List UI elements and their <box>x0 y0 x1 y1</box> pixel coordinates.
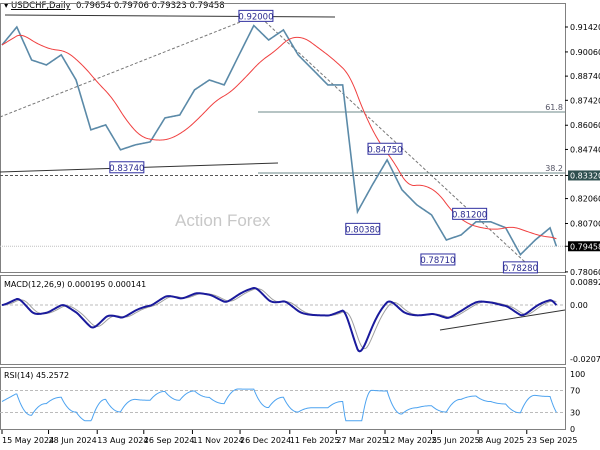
price-tick-label: 0.84740 <box>570 145 600 154</box>
swing-label-box <box>109 161 145 174</box>
date-tick-label: 8 Aug 2025 <box>478 436 524 445</box>
fib-level-label: 38.2 <box>545 164 563 173</box>
macd-tick-label: -0.020759 <box>570 355 600 364</box>
date-tick-label: 11 Feb 2025 <box>290 436 340 445</box>
date-tick-label: 25 Jun 2025 <box>432 436 480 445</box>
price-tick-label: 0.78060 <box>570 268 600 277</box>
rsi-label: RSI(14) 45.2572 <box>4 371 69 380</box>
swing-label-box <box>452 207 488 220</box>
rsi-tick-label: 70 <box>570 387 580 396</box>
main-panel-frame <box>0 3 566 273</box>
date-tick-label: 26 Sep 2024 <box>144 436 195 445</box>
resistance-trendline <box>4 14 336 18</box>
date-tick-label: 26 Dec 2024 <box>240 436 291 445</box>
price-tick-label: 0.88740 <box>570 72 600 81</box>
date-tick-label: 27 Mar 2025 <box>336 436 387 445</box>
macd-line <box>1 286 558 353</box>
swing-label-box <box>420 253 456 266</box>
price-tick-label: 0.79458 <box>570 242 600 251</box>
macd-panel-frame <box>0 275 566 365</box>
swing-label-box <box>502 261 538 274</box>
macd-tick-label: 0.00 <box>570 301 588 310</box>
price-tick-label: 0.80700 <box>570 219 600 228</box>
swing-label-box <box>238 9 274 22</box>
swing-label: 0.92000 <box>238 12 273 22</box>
dropdown-arrow-icon[interactable]: ▾ <box>4 1 11 11</box>
rsi-panel-frame <box>0 367 566 430</box>
moving-average-line <box>1 34 557 240</box>
date-tick-label: 28 Jun 2024 <box>49 436 97 445</box>
macd-signal-line <box>1 288 557 350</box>
rising-dashed-trendline <box>0 14 259 118</box>
price-tick-label: 0.86060 <box>570 121 600 130</box>
macd-trendline <box>439 309 566 331</box>
falling-dashed-trendline <box>257 14 526 263</box>
swing-label: 0.83740 <box>109 164 144 174</box>
swing-label: 0.78710 <box>420 256 455 266</box>
ohlc-values: 0.79654 0.79706 0.79323 0.79458 <box>75 1 225 11</box>
price-tick-label: 0.82060 <box>570 195 600 204</box>
watermark: Action Forex <box>175 211 271 230</box>
macd-tick-label: 0.008923 <box>570 278 600 287</box>
fib-level-label: 61.8 <box>545 103 563 112</box>
rsi-tick-label: 0 <box>570 425 575 434</box>
swing-label-box <box>345 222 381 235</box>
last-price-badge <box>568 241 600 252</box>
date-tick-label: 12 May 2025 <box>385 436 437 445</box>
price-tick-label: 0.90060 <box>570 48 600 57</box>
level-price-badge <box>568 170 600 181</box>
price-tick-label: 0.91420 <box>570 23 600 32</box>
macd-label: MACD(12,26,9) 0.000195 0.000141 <box>4 280 146 289</box>
swing-label-box <box>367 142 403 155</box>
swing-label: 0.80380 <box>345 225 380 235</box>
date-tick-label: 11 Nov 2024 <box>192 436 243 445</box>
symbol-label: USDCHF,Daily <box>10 1 71 11</box>
date-tick-label: 15 May 2024 <box>2 436 54 445</box>
swing-label: 0.84750 <box>367 145 402 155</box>
date-tick-label: 13 Aug 2024 <box>97 436 148 445</box>
swing-label: 0.81200 <box>452 210 487 220</box>
price-tick-label: 0.87420 <box>570 96 600 105</box>
chart-header: ▾ USDCHF,Daily 0.79654 0.79706 0.79323 0… <box>4 1 225 11</box>
price-tick-label: 0.83320 <box>570 171 600 180</box>
price-series-line <box>1 24 558 256</box>
rsi-tick-label: 30 <box>570 409 580 418</box>
date-tick-label: 23 Sep 2025 <box>527 436 578 445</box>
swing-label: 0.78280 <box>503 264 538 274</box>
rsi-line <box>1 388 557 422</box>
rsi-tick-label: 100 <box>570 370 585 379</box>
